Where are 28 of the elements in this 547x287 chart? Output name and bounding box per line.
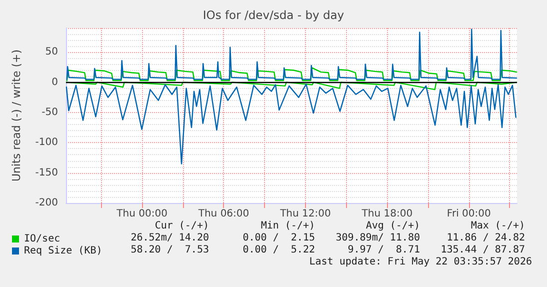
text: 0.00 / 5.22 (242, 244, 315, 256)
y-tick-label: -200 (35, 198, 58, 208)
x-tick-label: Fri 00:00 (446, 208, 491, 220)
text: 0.00 / 2.15 (242, 232, 315, 244)
x-tick-label: Thu 12:00 (279, 208, 331, 220)
text: 9.97 / 8.71 (348, 244, 420, 256)
chart-title: IOs for /dev/sda - by day (202, 8, 344, 22)
text: Min (-/+) (260, 220, 315, 232)
y-tick-label: 0 (52, 76, 58, 88)
text: 58.20 / 7.53 (130, 244, 209, 256)
legend-label: IO/sec (24, 234, 60, 244)
x-tick-label: Thu 00:00 (116, 208, 168, 220)
x-tick-label: Thu 06:00 (197, 208, 250, 220)
text: Cur (-/+) (154, 220, 209, 232)
text: 309.89m/ 11.80 (336, 232, 420, 244)
x-tick-label: Thu 18:00 (360, 208, 413, 220)
text: Avg (-/+) (366, 220, 420, 232)
y-axis-title: Units read (-) / write (+) (10, 49, 23, 182)
y-tick-label: 50 (45, 46, 58, 58)
y-tick-label: -150 (35, 167, 58, 178)
y-tick-label: -100 (35, 137, 58, 148)
legend-label: Req Size (KB) (24, 246, 102, 256)
text: 11.86 / 24.82 (446, 232, 525, 244)
text: Max (-/+) (470, 220, 525, 232)
text: 26.52m/ 14.20 (130, 232, 209, 244)
y-tick-label: -50 (42, 106, 58, 118)
text: Last update: Fri May 22 03:35:57 2026 (309, 256, 532, 268)
text: 135.44 / 87.87 (440, 244, 525, 256)
